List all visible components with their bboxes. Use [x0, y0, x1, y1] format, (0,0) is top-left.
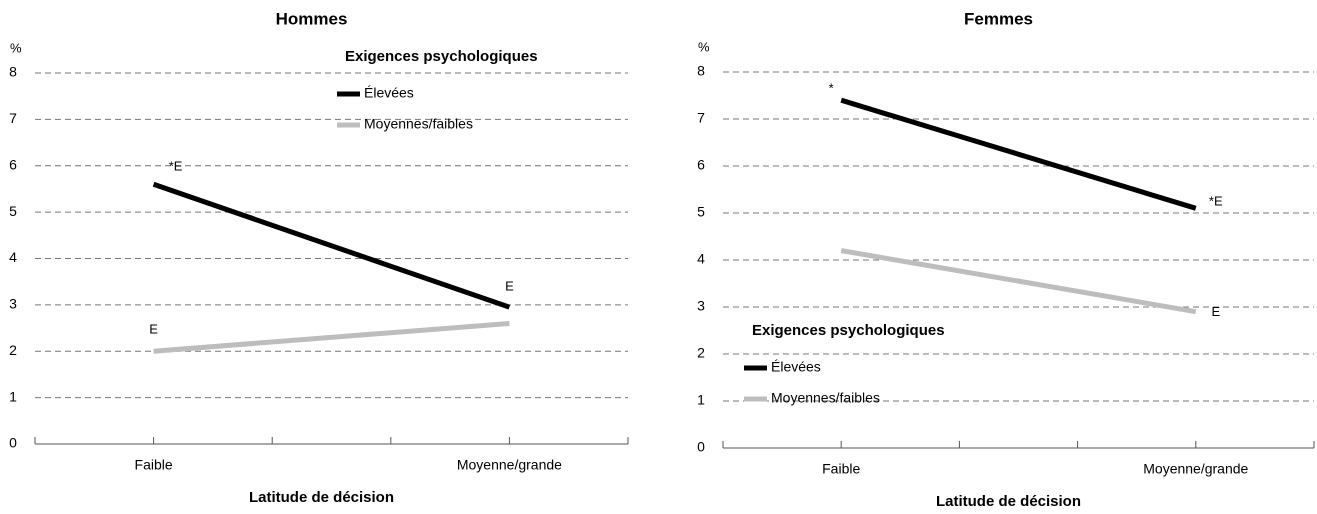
line	[152, 181, 511, 310]
y-axis-label: %	[698, 39, 710, 54]
line	[840, 97, 1197, 211]
legend-label: Moyennes/faibles	[771, 390, 880, 406]
y-axis-label: %	[10, 40, 22, 55]
x-tick-label: Moyenne/grande	[457, 457, 562, 473]
y-tick-label: 7	[697, 110, 705, 126]
legend-label: Moyennes/faibles	[364, 116, 473, 132]
annotation: *E	[1209, 194, 1223, 209]
y-tick-label: 4	[9, 249, 17, 265]
line	[840, 248, 1197, 315]
x-tick-label: Moyenne/grande	[1143, 461, 1248, 477]
legend-label: Élevées	[771, 359, 821, 375]
annotation: E	[1211, 304, 1220, 319]
y-tick-label: 0	[697, 439, 705, 455]
annotation: E	[149, 322, 158, 337]
y-tick-label: 3	[9, 296, 17, 312]
x-tick-label: Faible	[135, 457, 173, 473]
annotation: *E	[169, 159, 183, 174]
x-axis-label: Latitude de décision	[249, 489, 394, 506]
y-tick-label: 2	[697, 345, 705, 361]
y-tick-label: 2	[9, 342, 17, 358]
x-tick-label: Faible	[822, 461, 860, 477]
chart-title: Hommes	[276, 9, 348, 28]
x-axis-label: Latitude de décision	[936, 493, 1081, 510]
y-tick-label: 7	[9, 110, 17, 126]
line	[153, 320, 510, 354]
y-tick-label: 0	[9, 435, 17, 451]
y-tick-label: 4	[697, 251, 705, 267]
y-tick-label: 1	[697, 392, 705, 408]
y-tick-label: 6	[697, 157, 705, 173]
y-tick-label: 6	[9, 156, 17, 172]
y-tick-label: 8	[697, 63, 705, 79]
y-tick-label: 3	[697, 298, 705, 314]
y-tick-label: 5	[9, 203, 17, 219]
y-tick-label: 8	[9, 64, 17, 80]
annotation: *	[829, 81, 834, 96]
legend-title: Exigences psychologiques	[752, 322, 945, 339]
annotation: E	[505, 279, 514, 294]
y-tick-label: 1	[9, 388, 17, 404]
chart-title: Femmes	[964, 9, 1033, 28]
y-tick-label: 5	[697, 204, 705, 220]
legend-label: Élevées	[364, 85, 414, 101]
legend-title: Exigences psychologiques	[345, 48, 538, 65]
